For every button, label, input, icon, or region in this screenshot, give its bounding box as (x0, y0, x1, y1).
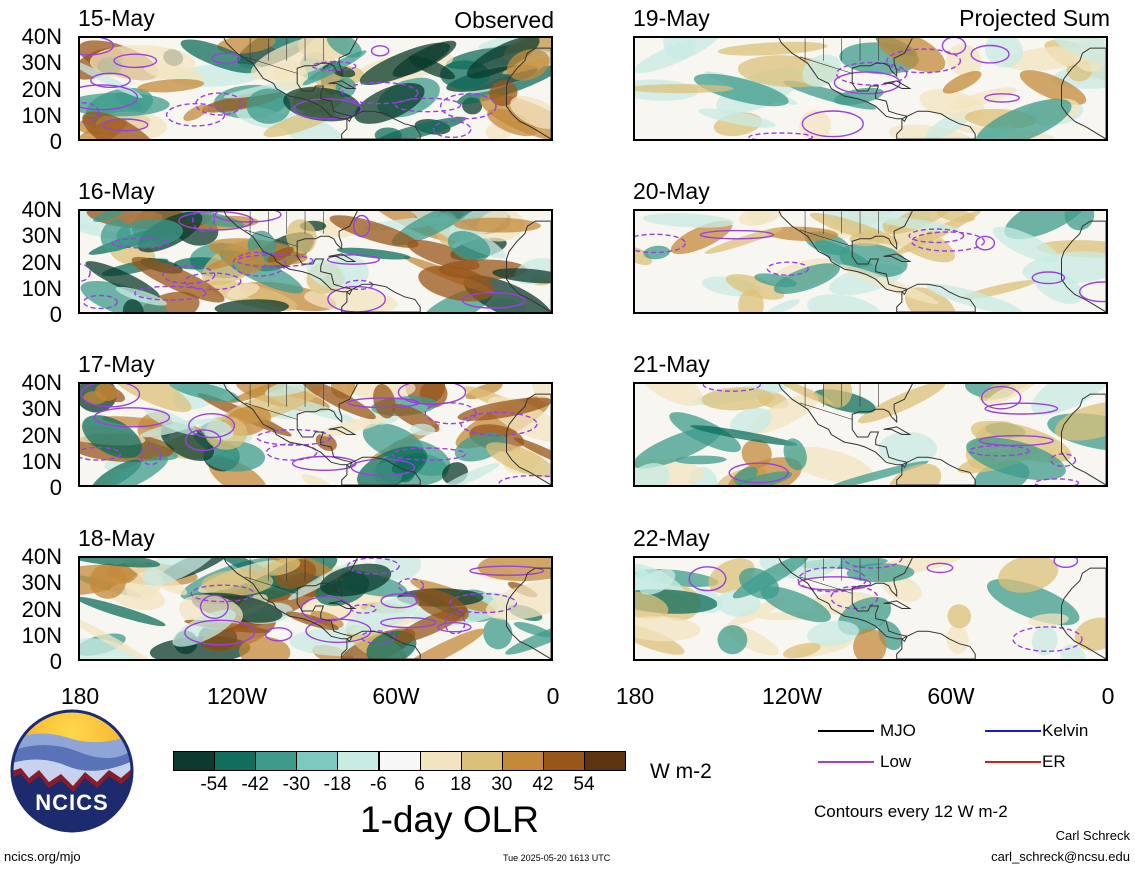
map-panel-15-may (78, 36, 553, 141)
lat-tick-label: 20N (21, 596, 62, 622)
lat-tick-label: 40N (21, 544, 62, 569)
colorbar-tick-label: -42 (241, 774, 269, 795)
contour-note: Contours every 12 W m-2 (814, 802, 1008, 821)
colorbar-swatch (419, 751, 462, 771)
legend-line-kelvin (985, 730, 1041, 732)
lon-tick-right-120w: 120W (761, 683, 823, 709)
logo-text: NCICS (35, 790, 109, 815)
lat-tick-label: 30N (21, 223, 62, 249)
lat-tick-label: 30N (21, 50, 62, 76)
colorbar-tick-label: 6 (414, 774, 425, 795)
lat-tick-label: 40N (21, 24, 62, 49)
colorbar-tick-label: 30 (491, 774, 513, 795)
panel-date-17-may: 17-May (78, 351, 155, 377)
panel-date-21-may: 21-May (633, 351, 710, 377)
ncics-logo: NCICS (9, 708, 135, 834)
colorbar-tick-label: 54 (573, 774, 595, 795)
lon-tick-right-180: 180 (615, 683, 655, 709)
panel-date-15-may: 15-May (78, 5, 155, 31)
colorbar-swatch (296, 751, 339, 771)
lat-tick-label: 0 (49, 302, 62, 327)
lat-tick-label: 10N (21, 102, 62, 128)
colorbar-swatch (378, 751, 421, 771)
lat-tick-label: 10N (21, 622, 62, 648)
panel-date-20-may: 20-May (633, 178, 710, 204)
colorbar-tick-label: -54 (200, 774, 228, 795)
lat-tick-label: 20N (21, 249, 62, 275)
colorbar-swatch (173, 751, 216, 771)
lat-tick-label: 20N (21, 76, 62, 102)
colorbar-swatch (584, 751, 627, 771)
colorbar-swatch (542, 751, 585, 771)
observed-label: Observed (454, 7, 554, 33)
projected-sum-label: Projected Sum (959, 5, 1110, 31)
lon-tick-left-0: 0 (546, 683, 560, 709)
legend-line-mjo (818, 730, 874, 732)
author-name: Carl Schreck (1055, 828, 1130, 843)
colorbar-tick-label: -6 (370, 774, 387, 795)
lat-tick-label: 20N (21, 422, 62, 448)
lat-tick-label: 30N (21, 570, 62, 596)
panel-date-19-may: 19-May (633, 5, 710, 31)
lat-tick-label: 0 (49, 649, 62, 674)
legend-label-mjo: MJO (880, 721, 916, 740)
lon-tick-right-0: 0 (1101, 683, 1115, 709)
legend-label-kelvin: Kelvin (1042, 721, 1089, 740)
legend-line-low (818, 761, 874, 763)
lat-tick-label: 40N (21, 370, 62, 395)
panel-date-22-may: 22-May (633, 525, 710, 551)
lat-tick-label: 0 (49, 129, 62, 154)
figure-title: 1-day OLR (360, 799, 539, 840)
legend-label-er: ER (1042, 752, 1066, 771)
colorbar-swatch (214, 751, 257, 771)
lat-tick-label: 0 (49, 475, 62, 500)
lat-tick-label: 40N (21, 197, 62, 222)
map-panel-21-may (633, 382, 1108, 487)
units-label: W m-2 (650, 760, 712, 783)
panel-date-16-may: 16-May (78, 178, 155, 204)
timestamp: Tue 2025-05-20 1613 UTC (503, 853, 611, 863)
colorbar-swatch (501, 751, 544, 771)
map-panel-18-may (78, 556, 553, 661)
lon-tick-left-180: 180 (60, 683, 100, 709)
panel-date-18-may: 18-May (78, 525, 155, 551)
map-panel-20-may (633, 209, 1108, 314)
colorbar-tick-label: 42 (532, 774, 554, 795)
lat-tick-label: 30N (21, 396, 62, 422)
legend-line-er (985, 761, 1041, 763)
colorbar-swatch (255, 751, 298, 771)
legend-label-low: Low (880, 752, 912, 771)
map-panel-17-may (78, 382, 553, 487)
colorbar-swatch (337, 751, 380, 771)
lat-tick-label: 10N (21, 275, 62, 301)
lon-tick-right-60w: 60W (927, 683, 975, 709)
lat-tick-label: 10N (21, 448, 62, 474)
author-email[interactable]: carl_schreck@ncsu.edu (991, 849, 1130, 864)
lon-tick-left-120w: 120W (206, 683, 268, 709)
colorbar-tick-label: -30 (282, 774, 311, 795)
colorbar-swatch (460, 751, 503, 771)
colorbar-tick-label: -18 (323, 774, 352, 795)
map-panel-19-may (633, 36, 1108, 141)
lon-tick-left-60w: 60W (372, 683, 420, 709)
map-panel-16-may (78, 209, 553, 314)
map-panel-22-may (633, 556, 1108, 661)
colorbar-tick-label: 18 (450, 774, 472, 795)
website-link[interactable]: ncics.org/mjo (4, 849, 81, 864)
